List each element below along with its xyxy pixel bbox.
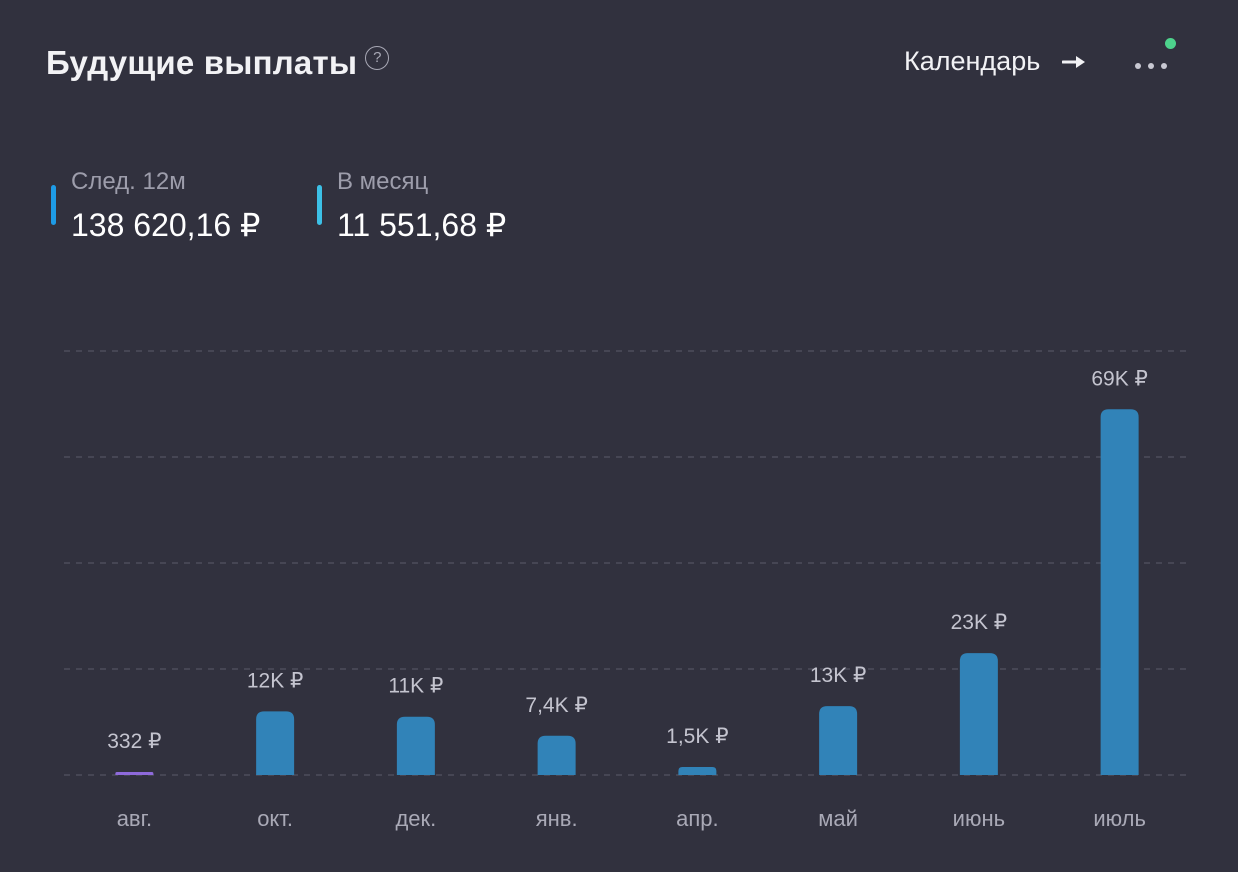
page-title: Будущие выплаты (46, 44, 358, 81)
stat-marker (317, 185, 322, 225)
more-horizontal-icon (1135, 63, 1141, 69)
more-dot (1161, 63, 1167, 69)
data-label-4: 1,5K ₽ (666, 725, 728, 748)
arrow-right-icon (1062, 55, 1086, 68)
bar-7[interactable] (1100, 409, 1139, 775)
bar-6[interactable] (959, 653, 998, 775)
x-tick-label-1: окт. (257, 806, 293, 831)
data-label-0: 332 ₽ (107, 730, 161, 753)
x-tick-label-2: дек. (395, 806, 436, 831)
x-tick-label-5: май (818, 806, 858, 831)
bar-4[interactable] (678, 767, 717, 775)
data-label-7: 69K ₽ (1091, 367, 1148, 390)
data-label-6: 23K ₽ (951, 611, 1008, 634)
help-icon[interactable]: ? (365, 46, 390, 70)
bar-3[interactable] (537, 735, 576, 775)
data-label-1: 12K ₽ (247, 669, 304, 692)
x-tick-label-4: апр. (676, 806, 719, 831)
bar-2[interactable] (396, 716, 435, 775)
bar-1[interactable] (256, 711, 295, 775)
data-label-2: 11K ₽ (388, 675, 443, 698)
stat-marker (51, 185, 56, 225)
calendar-link[interactable]: Календарь (904, 46, 1086, 77)
stat-value: 138 620,16 ₽ (71, 207, 261, 243)
stat-label: В месяц (337, 168, 429, 195)
status-dot (1165, 38, 1176, 49)
bar-0[interactable] (115, 772, 154, 775)
x-tick-label-0: авг. (117, 806, 152, 831)
bar-5[interactable] (819, 706, 858, 775)
data-label-3: 7,4K ₽ (525, 694, 587, 717)
data-label-5: 13K ₽ (810, 664, 867, 687)
x-tick-label-3: янв. (536, 806, 578, 831)
stat-value: 11 551,68 ₽ (337, 207, 507, 243)
stat-label: След. 12м (71, 168, 186, 195)
x-tick-label-7: июль (1093, 806, 1146, 831)
header: Будущие выплаты ? (46, 44, 390, 82)
more-dot (1148, 63, 1154, 69)
x-tick-label-6: июнь (953, 806, 1005, 831)
more-options-button[interactable] (1132, 56, 1170, 76)
calendar-label: Календарь (904, 46, 1041, 76)
